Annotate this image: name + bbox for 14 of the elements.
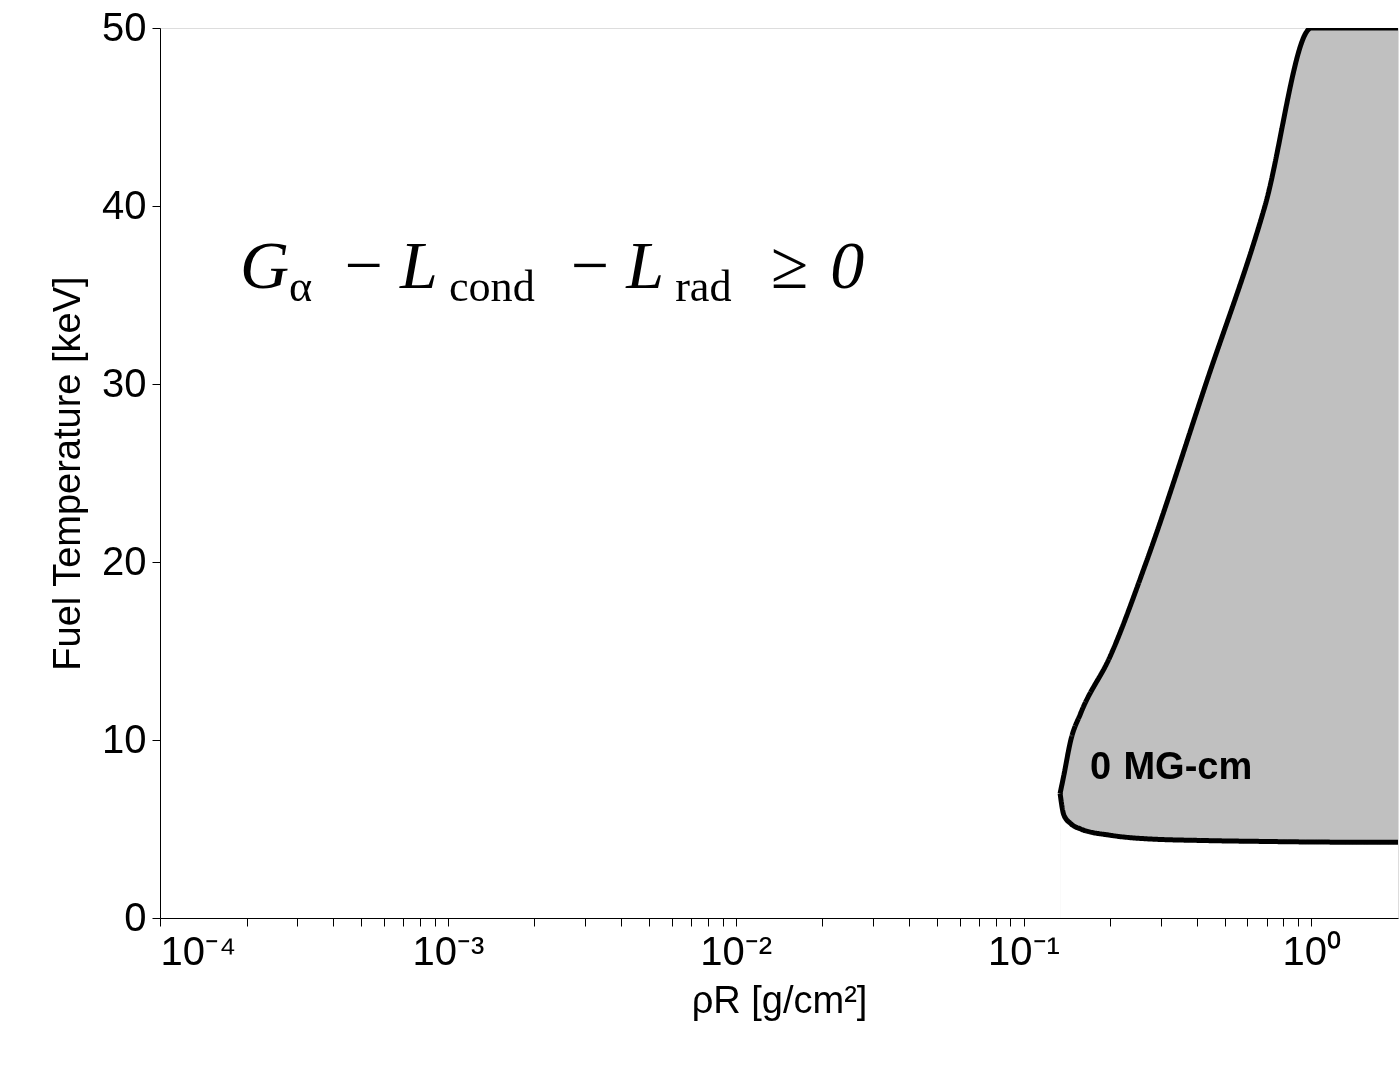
y-tick-label: 50 [102,4,147,49]
x-tick-label: 10⁻¹ [988,928,1060,973]
y-tick-label: 0 [124,894,147,939]
x-tick-label: 10⁰ [1282,928,1342,973]
x-axis-title: ρR [g/cm²] [691,978,868,1021]
y-tick-label: 20 [102,538,147,583]
y-axis-title: Fuel Temperature [keV] [46,276,89,671]
x-tick-label: 10⁻³ [412,928,485,973]
y-tick-label: 40 [102,182,147,227]
x-tick-label: 10⁻⁴ [160,928,237,973]
y-tick-label: 30 [102,360,147,405]
y-tick-label: 10 [102,716,147,761]
x-tick-label: 10⁻² [700,928,773,973]
annotation: 0 MG-cm [1090,745,1253,787]
